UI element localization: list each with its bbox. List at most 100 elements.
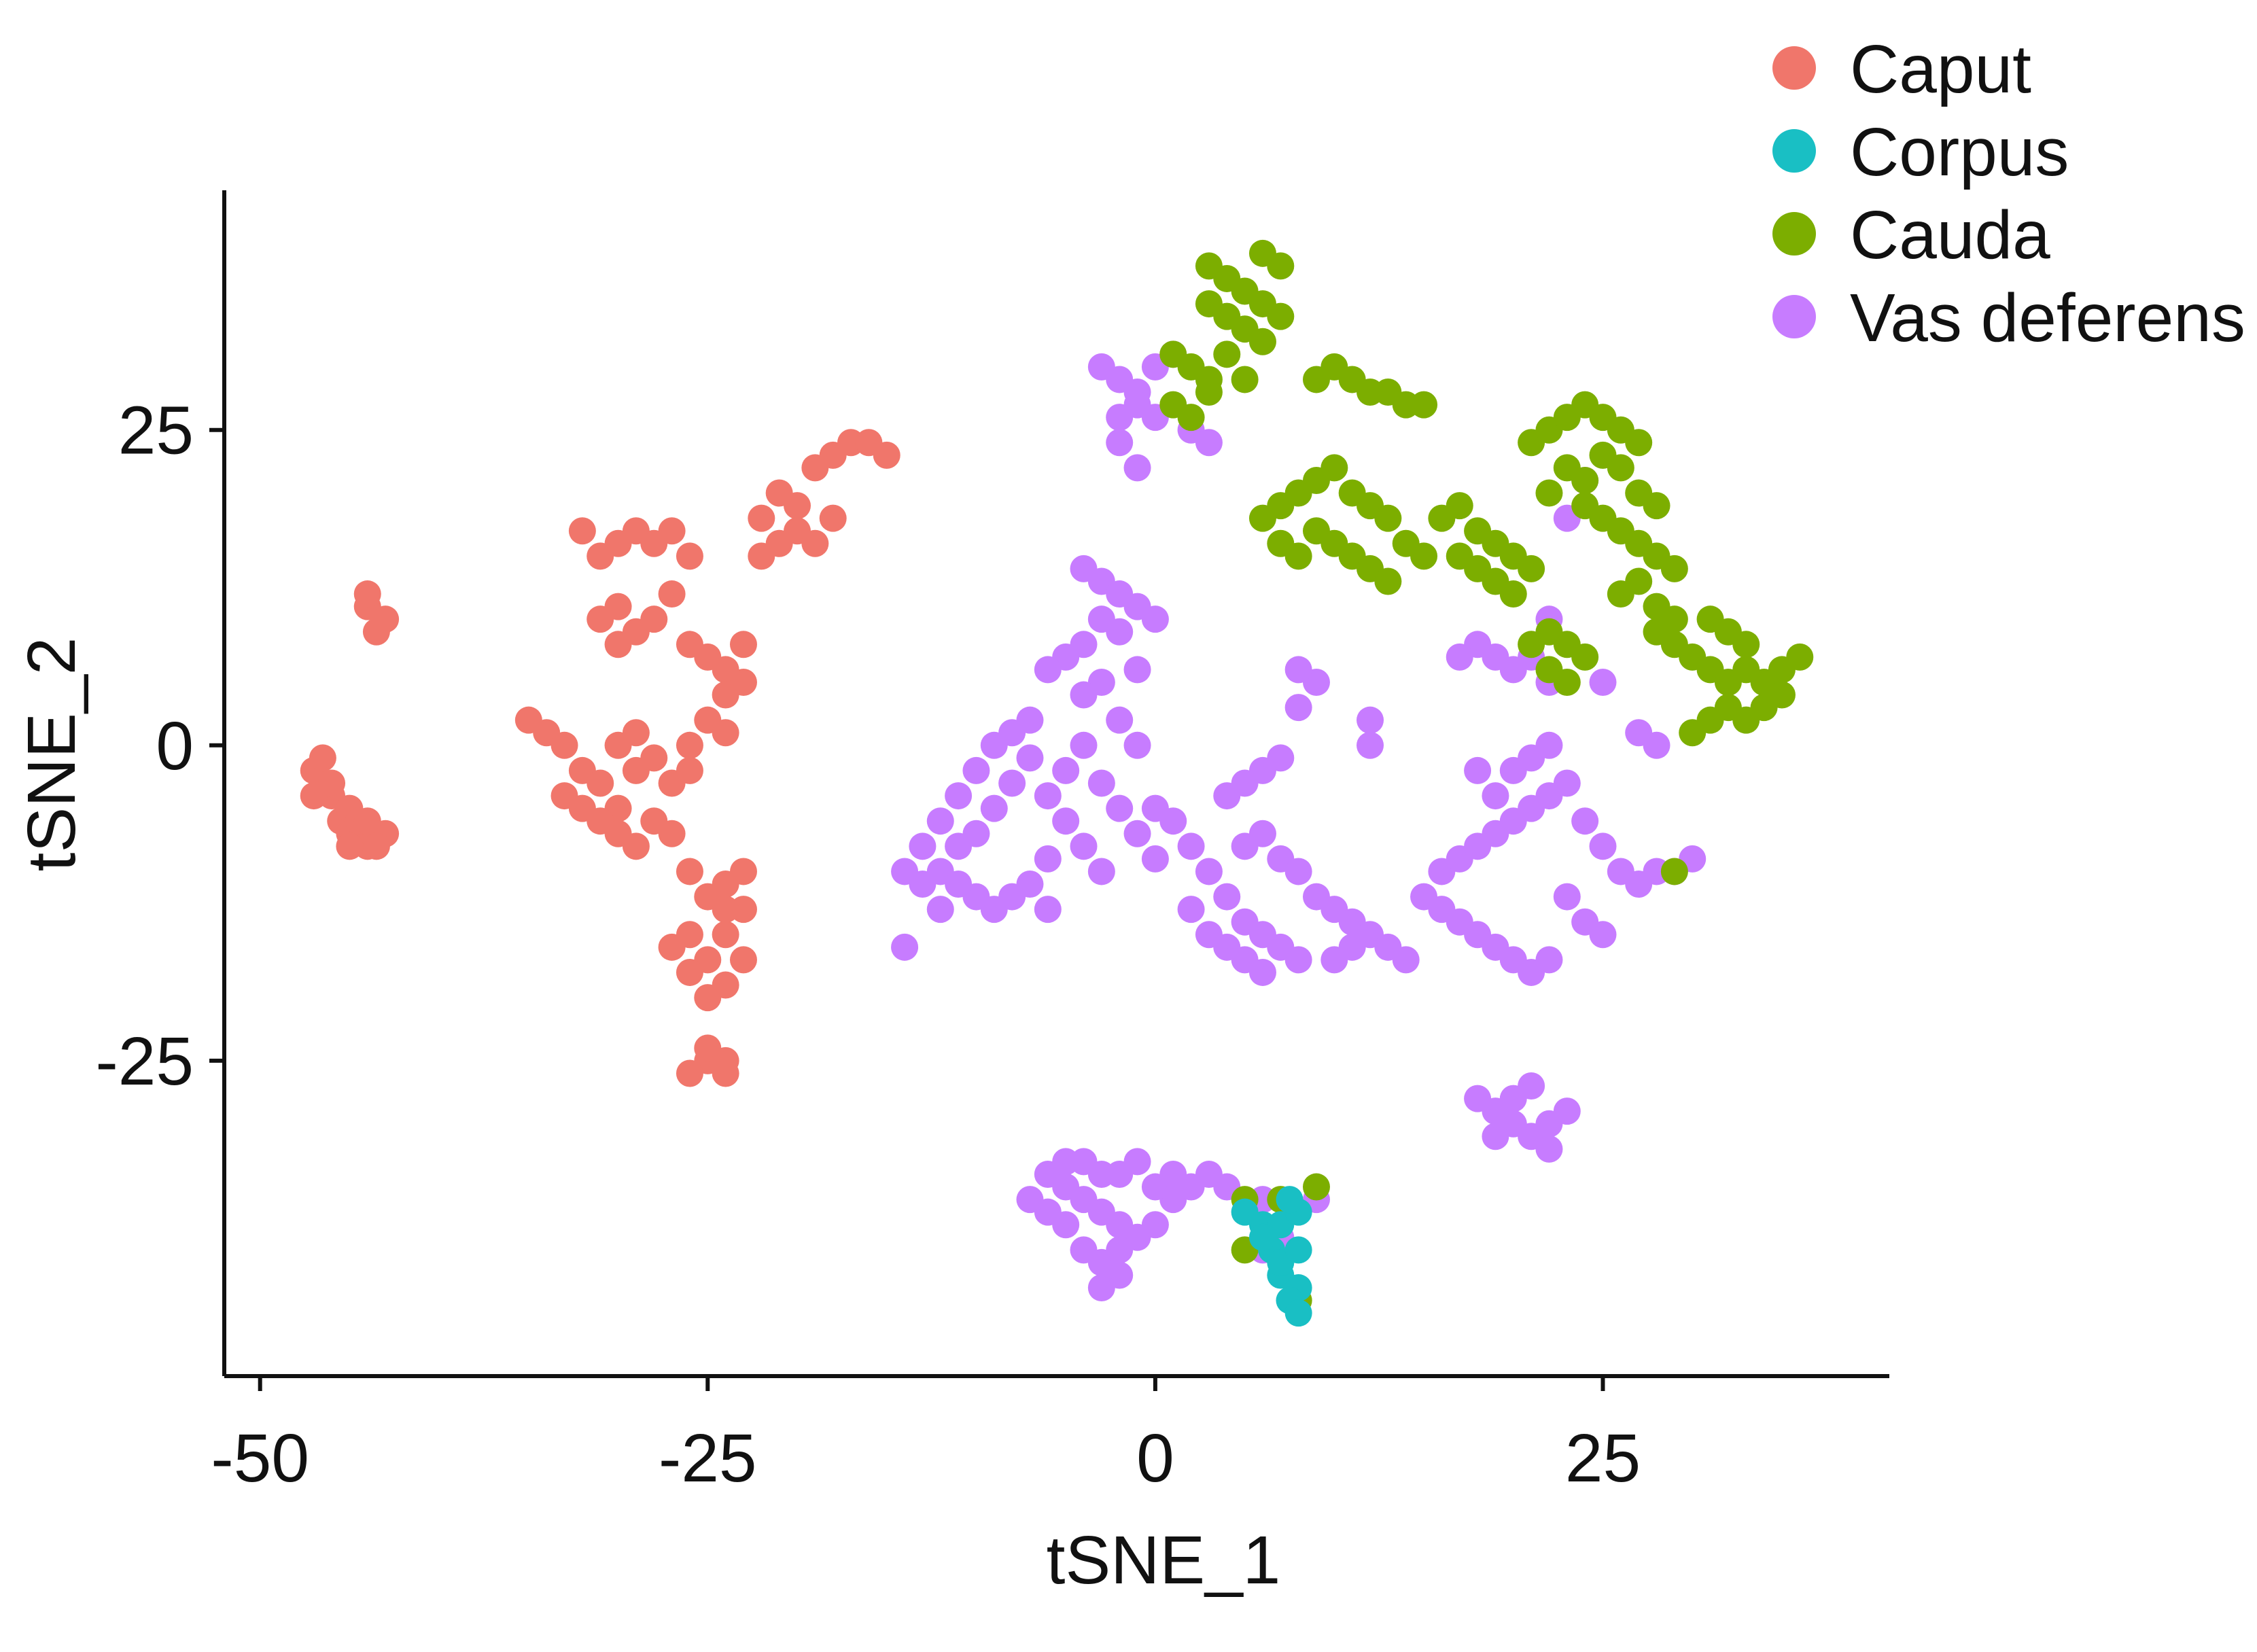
legend-label: Cauda — [1850, 197, 2050, 273]
data-point — [658, 580, 686, 608]
data-point — [926, 807, 954, 835]
data-point — [1499, 580, 1527, 608]
y-tick-label: 0 — [156, 708, 194, 784]
data-point — [1446, 542, 1473, 570]
data-point — [1392, 946, 1420, 974]
data-point — [1087, 1274, 1115, 1302]
data-point — [640, 744, 668, 772]
data-point — [1248, 328, 1276, 355]
data-point — [1518, 631, 1545, 658]
data-point — [1625, 429, 1653, 457]
data-point — [1052, 756, 1080, 784]
data-point — [1410, 542, 1438, 570]
data-point — [1284, 946, 1312, 974]
data-point — [1106, 429, 1134, 457]
data-point — [1177, 404, 1205, 432]
data-point — [676, 731, 703, 759]
data-point — [1123, 1148, 1151, 1176]
data-point — [622, 832, 650, 860]
data-point — [748, 504, 775, 532]
data-point — [1357, 706, 1384, 734]
data-point — [1302, 1173, 1330, 1201]
data-point — [1195, 858, 1223, 885]
data-point — [1284, 542, 1312, 570]
data-point — [658, 517, 686, 545]
legend-label: Vas deferens — [1850, 280, 2245, 356]
data-point — [1070, 681, 1098, 709]
x-axis-ticks: -50 -25 0 25 — [211, 1376, 1641, 1496]
data-point — [945, 782, 973, 810]
data-point — [712, 719, 739, 747]
data-point — [604, 593, 632, 620]
data-point — [1660, 555, 1688, 582]
data-point — [1589, 921, 1617, 949]
data-point — [1195, 290, 1223, 318]
data-point — [712, 896, 739, 924]
data-point — [1141, 1211, 1169, 1239]
data-point — [1195, 379, 1223, 406]
data-point — [1535, 946, 1563, 974]
data-point — [676, 958, 703, 986]
data-point — [1464, 756, 1492, 784]
data-point — [1374, 567, 1402, 595]
data-point — [587, 542, 614, 570]
y-tick-label: 25 — [118, 393, 194, 469]
data-point — [1070, 832, 1098, 860]
data-point — [1535, 479, 1563, 507]
data-point — [1248, 820, 1276, 847]
data-point — [1267, 302, 1295, 330]
data-point — [1231, 366, 1259, 393]
data-point — [784, 492, 811, 520]
data-point — [1034, 845, 1062, 873]
series-vas-deferens — [891, 340, 1707, 1302]
data-point — [712, 921, 739, 949]
data-point — [729, 946, 757, 974]
x-axis-title: tSNE_1 — [1047, 1522, 1281, 1598]
data-point — [729, 631, 757, 658]
data-point — [1446, 492, 1473, 520]
data-point — [676, 756, 703, 784]
data-point — [336, 832, 364, 860]
data-point — [1768, 681, 1796, 709]
data-point — [676, 1059, 703, 1087]
data-point — [1284, 858, 1312, 885]
data-points — [300, 239, 1814, 1327]
data-point — [1553, 668, 1581, 696]
data-point — [568, 517, 596, 545]
data-point — [353, 807, 381, 835]
data-point — [1320, 454, 1348, 482]
data-point — [1034, 896, 1062, 924]
data-point — [1571, 807, 1599, 835]
data-point — [1016, 1186, 1044, 1214]
data-point — [1195, 921, 1223, 949]
data-point — [1482, 782, 1509, 810]
data-point — [1195, 429, 1223, 457]
data-point — [980, 731, 1008, 759]
data-point — [926, 896, 954, 924]
data-point — [1123, 731, 1151, 759]
data-point — [1643, 492, 1670, 520]
data-point — [1213, 883, 1241, 911]
data-point — [587, 769, 614, 797]
data-point — [1589, 832, 1617, 860]
data-point — [676, 542, 703, 570]
data-point — [1052, 807, 1080, 835]
data-point — [1660, 858, 1688, 885]
data-point — [1141, 845, 1169, 873]
data-point — [1284, 1299, 1312, 1327]
data-point — [1123, 820, 1151, 847]
legend-swatch — [1772, 46, 1816, 90]
data-point — [1571, 643, 1599, 671]
data-point — [873, 441, 900, 469]
data-point — [729, 668, 757, 696]
series-caput — [300, 429, 900, 1087]
y-axis-title: tSNE_2 — [14, 637, 90, 872]
series-cauda — [1159, 239, 1814, 1314]
data-point — [1284, 1236, 1312, 1264]
data-point — [372, 605, 400, 633]
data-point — [1123, 656, 1151, 684]
data-point — [1696, 605, 1724, 633]
data-point — [1679, 719, 1707, 747]
data-point — [1357, 731, 1384, 759]
